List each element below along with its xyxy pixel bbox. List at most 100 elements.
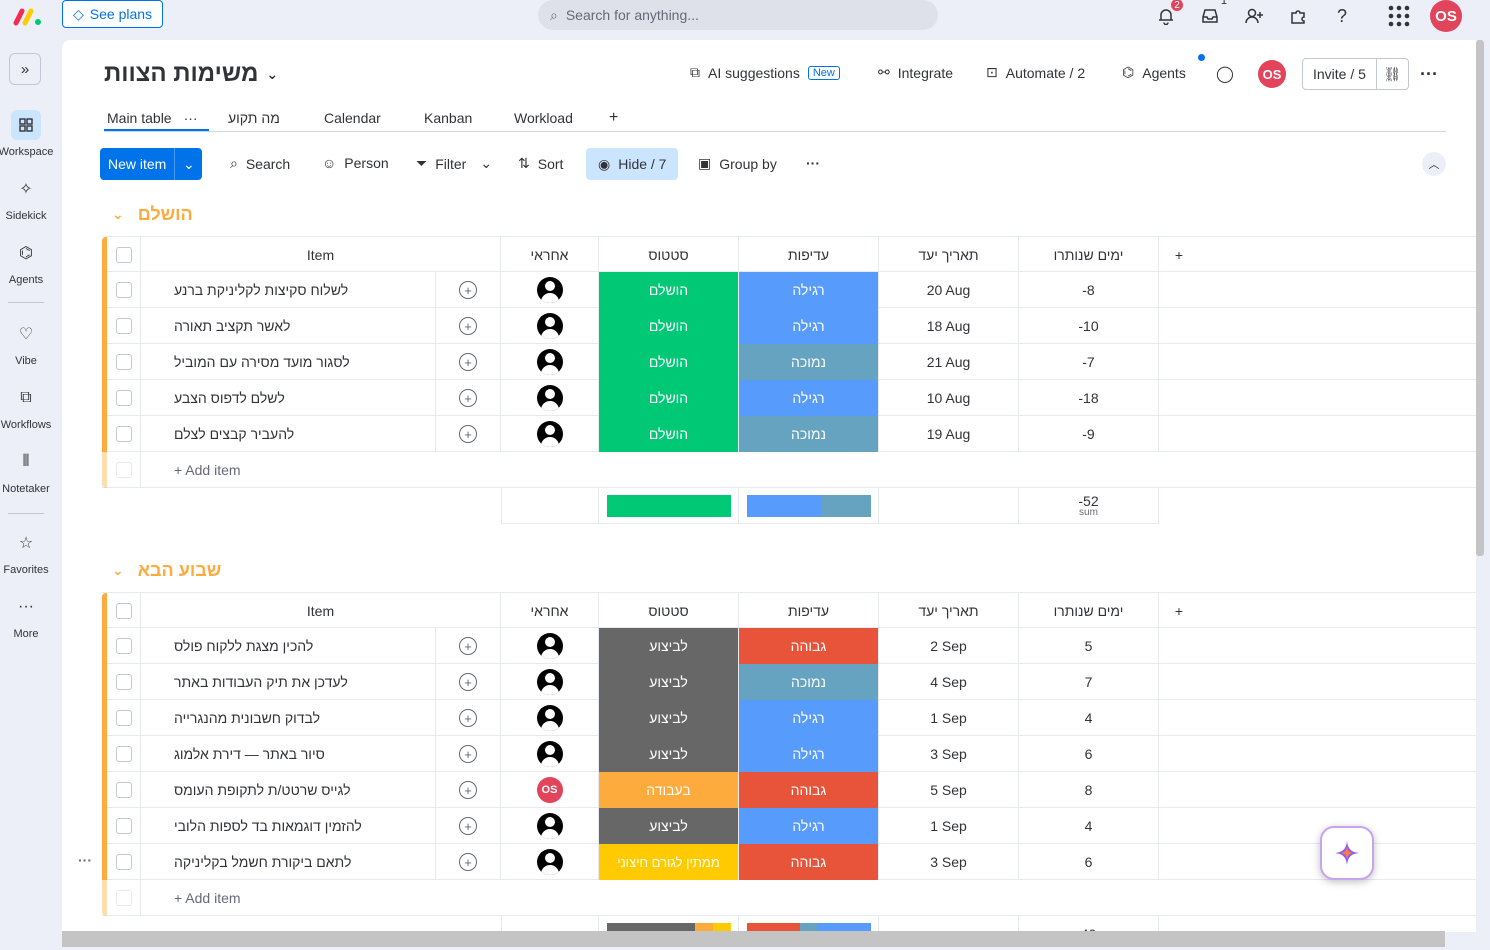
row-checkbox-cell[interactable] <box>107 416 141 452</box>
item-name[interactable]: לבדוק חשבונית מהנגרייה <box>141 700 436 736</box>
table-row[interactable]: לבדוק חשבונית מהנגרייה + לביצוע רגילה 1 Sep 4 <box>102 700 1476 736</box>
add-update-icon[interactable]: + <box>459 637 477 655</box>
add-update-icon[interactable]: + <box>459 709 477 727</box>
table-row[interactable]: לשלוח סקיצות לקליניקת ברנע + הושלם רגילה 20 … <box>102 272 1476 308</box>
date-cell[interactable]: 3 Sep <box>879 844 1019 880</box>
table-row[interactable]: לתאם ביקורת חשמל בקליניקה + ממתין לגורם חי… <box>102 844 1476 880</box>
status-cell[interactable]: ממתין לגורם חיצוני <box>599 844 739 880</box>
integrate-button[interactable]: ⚯ Integrate <box>878 64 953 81</box>
add-update-cell[interactable]: + <box>436 380 501 416</box>
sidebar-item-more[interactable]: ··· More <box>0 592 52 640</box>
date-cell[interactable]: 3 Sep <box>879 736 1019 772</box>
person-placeholder-icon[interactable] <box>536 313 563 339</box>
checkbox[interactable] <box>115 638 132 654</box>
add-update-cell[interactable]: + <box>436 808 501 844</box>
person-placeholder-icon[interactable] <box>536 849 563 875</box>
date-cell[interactable]: 18 Aug <box>879 308 1019 344</box>
status-cell[interactable]: לביצוע <box>599 808 739 844</box>
invite-members-icon[interactable] <box>1241 3 1267 29</box>
add-update-cell[interactable]: + <box>436 272 501 308</box>
new-item-button[interactable]: New item ⌄ <box>100 148 203 180</box>
add-update-cell[interactable]: + <box>436 344 501 380</box>
add-update-cell[interactable]: + <box>436 664 501 700</box>
add-item-input[interactable]: + Add item <box>174 890 241 906</box>
chevron-down-icon[interactable]: ⌄ <box>112 206 124 222</box>
add-item-row[interactable]: + Add item <box>102 452 1476 488</box>
row-menu-dots-icon[interactable]: ··· <box>78 852 92 868</box>
sidebar-item-sidekick[interactable]: ✧ Sidekick <box>0 174 52 222</box>
status-cell[interactable]: לביצוע <box>599 700 739 736</box>
add-item-input[interactable]: + Add item <box>174 462 241 478</box>
inbox-icon[interactable]: 1 <box>1197 0 1227 29</box>
person-placeholder-icon[interactable] <box>536 705 563 731</box>
priority-cell[interactable]: רגילה <box>739 308 879 344</box>
chevron-down-icon[interactable]: ⌄ <box>174 148 202 180</box>
col-header-days-left[interactable]: ימים שנותרו <box>1019 593 1159 629</box>
group-title-next-week[interactable]: ⌄ שבוע הבא <box>112 560 221 581</box>
status-cell[interactable]: לביצוע <box>599 736 739 772</box>
item-name[interactable]: להכין מצגת ללקוח פולס <box>141 628 436 664</box>
table-row[interactable]: להכין מצגת ללקוח פולס + לביצוע גבוהה 2 Sep 5 <box>102 628 1476 664</box>
expand-sidebar-icon[interactable]: » <box>9 53 41 85</box>
sidebar-item-workspace[interactable]: Workspace <box>0 110 53 158</box>
board-title[interactable]: משימות הצוות ⌄ <box>104 60 278 88</box>
checkbox[interactable] <box>115 426 132 442</box>
add-update-icon[interactable]: + <box>459 353 477 371</box>
col-header-days-left[interactable]: ימים שנותרו <box>1019 237 1159 273</box>
date-cell[interactable]: 1 Sep <box>879 808 1019 844</box>
status-cell[interactable]: הושלם <box>599 308 739 344</box>
sort-button[interactable]: ⇅ Sort <box>518 155 563 172</box>
col-header-status[interactable]: סטטוס <box>599 593 739 629</box>
add-update-cell[interactable]: + <box>436 416 501 452</box>
add-update-icon[interactable]: + <box>459 389 477 407</box>
add-update-cell[interactable]: + <box>436 308 501 344</box>
person-placeholder-icon[interactable] <box>536 421 563 447</box>
item-name[interactable]: לגייס שרטט/ת לתקופת העומס <box>141 772 436 808</box>
person-placeholder-icon[interactable] <box>536 349 563 375</box>
toolbar-more-dots-icon[interactable]: ··· <box>806 155 820 171</box>
row-checkbox-cell[interactable] <box>107 380 141 416</box>
board-owner-avatar[interactable]: OS <box>1258 60 1286 88</box>
select-all-checkbox-cell[interactable] <box>107 237 141 273</box>
search-button[interactable]: ⌕ Search <box>230 155 290 172</box>
global-search-input[interactable]: ⌕ Search for anything... <box>538 0 938 30</box>
add-update-cell[interactable]: + <box>436 772 501 808</box>
hide-columns-button[interactable]: ◉ Hide / 7 <box>586 148 679 180</box>
invite-button[interactable]: Invite / 5 ⛓ <box>1302 58 1409 90</box>
add-update-cell[interactable]: + <box>436 844 501 880</box>
item-name[interactable]: לאשר תקציב תאורה <box>141 308 436 344</box>
person-cell[interactable] <box>501 344 599 380</box>
item-name[interactable]: לתאם ביקורת חשמל בקליניקה <box>141 844 436 880</box>
col-header-priority[interactable]: עדיפות <box>739 593 879 629</box>
priority-cell[interactable]: גבוהה <box>739 844 879 880</box>
item-name[interactable]: לסגור מועד מסירה עם המוביל <box>141 344 436 380</box>
item-name[interactable]: לשלוח סקיצות לקליניקת ברנע <box>141 272 436 308</box>
item-name[interactable]: לשלם לדפוס הצבע <box>141 380 436 416</box>
item-name[interactable]: להעביר קבצים לצלם <box>141 416 436 452</box>
add-update-cell[interactable]: + <box>436 736 501 772</box>
checkbox[interactable] <box>115 818 132 834</box>
horizontal-scrollbar[interactable] <box>62 931 1445 947</box>
person-cell[interactable] <box>501 272 599 308</box>
row-checkbox-cell[interactable] <box>107 628 141 664</box>
row-checkbox-cell[interactable] <box>107 700 141 736</box>
sidebar-item-notetaker[interactable]: ⫴ Notetaker <box>0 447 52 495</box>
tab-workload[interactable]: Workload <box>514 104 573 132</box>
person-cell[interactable] <box>501 844 599 880</box>
person-placeholder-icon[interactable] <box>536 813 563 839</box>
priority-cell[interactable]: גבוהה <box>739 772 879 808</box>
person-filter-button[interactable]: ☺ Person <box>322 155 389 171</box>
group-by-button[interactable]: ▣ Group by <box>698 155 777 172</box>
status-cell[interactable]: הושלם <box>599 416 739 452</box>
add-update-icon[interactable]: + <box>459 817 477 835</box>
add-update-icon[interactable]: + <box>459 281 477 299</box>
table-row[interactable]: לשלם לדפוס הצבע + הושלם רגילה 10 Aug -18 <box>102 380 1476 416</box>
vertical-scrollbar[interactable] <box>1476 40 1484 556</box>
status-cell[interactable]: הושלם <box>599 344 739 380</box>
add-update-cell[interactable]: + <box>436 700 501 736</box>
checkbox[interactable] <box>115 710 132 726</box>
row-checkbox-cell[interactable] <box>107 344 141 380</box>
table-row[interactable]: לגייס שרטט/ת לתקופת העומס + OS בעבודה גבוהה 5… <box>102 772 1476 808</box>
add-column-plus-icon[interactable]: + <box>1174 247 1184 263</box>
checkbox[interactable] <box>115 390 132 406</box>
